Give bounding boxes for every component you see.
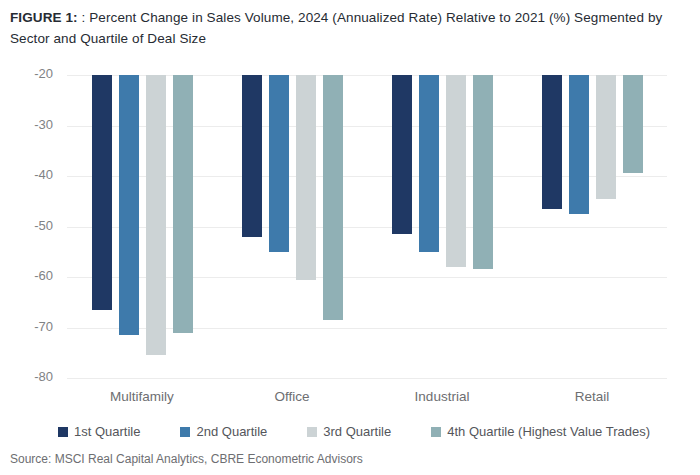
bar-retail-4th [623,75,643,173]
legend-item: 4th Quartile (Highest Value Trades) [431,424,650,439]
y-axis-tick-label: -80 [0,369,60,384]
bar-retail-3rd [596,75,616,199]
legend-label: 1st Quartile [74,424,140,439]
bar-multifamily-2nd [119,75,139,335]
gridline [67,378,667,379]
bar-industrial-3rd [446,75,466,267]
bar-industrial-2nd [419,75,439,252]
bar-chart: -20 -30 -40 -50 -60 -70 -80 MultifamilyOfficeIn… [0,0,700,475]
bar-retail-1st [542,75,562,209]
bar-industrial-4th [473,75,493,269]
legend-label: 4th Quartile (Highest Value Trades) [447,424,650,439]
y-axis-tick-label: -30 [0,117,60,132]
bar-multifamily-1st [92,75,112,310]
bar-office-1st [242,75,262,237]
legend-swatch-icon [307,427,317,437]
bar-industrial-1st [392,75,412,234]
y-axis-tick-label: -40 [0,167,60,182]
bar-multifamily-4th [173,75,193,333]
x-axis-category-label: Office [217,389,367,404]
legend-item: 2nd Quartile [180,424,267,439]
y-axis-tick-label: -60 [0,268,60,283]
legend-label: 2nd Quartile [196,424,267,439]
legend-swatch-icon [180,427,190,437]
legend-label: 3rd Quartile [323,424,391,439]
bar-office-4th [323,75,343,320]
legend-swatch-icon [431,427,441,437]
x-axis-category-label: Industrial [367,389,517,404]
legend-item: 3rd Quartile [307,424,391,439]
bar-multifamily-3rd [146,75,166,355]
y-axis-tick-label: -20 [0,66,60,81]
y-axis-tick-label: -50 [0,218,60,233]
legend-swatch-icon [58,427,68,437]
x-axis-category-label: Retail [517,389,667,404]
x-axis-category-label: Multifamily [67,389,217,404]
bar-office-2nd [269,75,289,252]
bar-office-3rd [296,75,316,280]
figure-panel: FIGURE 1: : Percent Change in Sales Volu… [0,0,700,475]
legend-item: 1st Quartile [58,424,140,439]
chart-legend: 1st Quartile 2nd Quartile 3rd Quartile 4th … [58,424,650,439]
y-axis-tick-label: -70 [0,319,60,334]
source-note: Source: MSCI Real Capital Analytics, CBR… [10,452,363,466]
bar-retail-2nd [569,75,589,214]
